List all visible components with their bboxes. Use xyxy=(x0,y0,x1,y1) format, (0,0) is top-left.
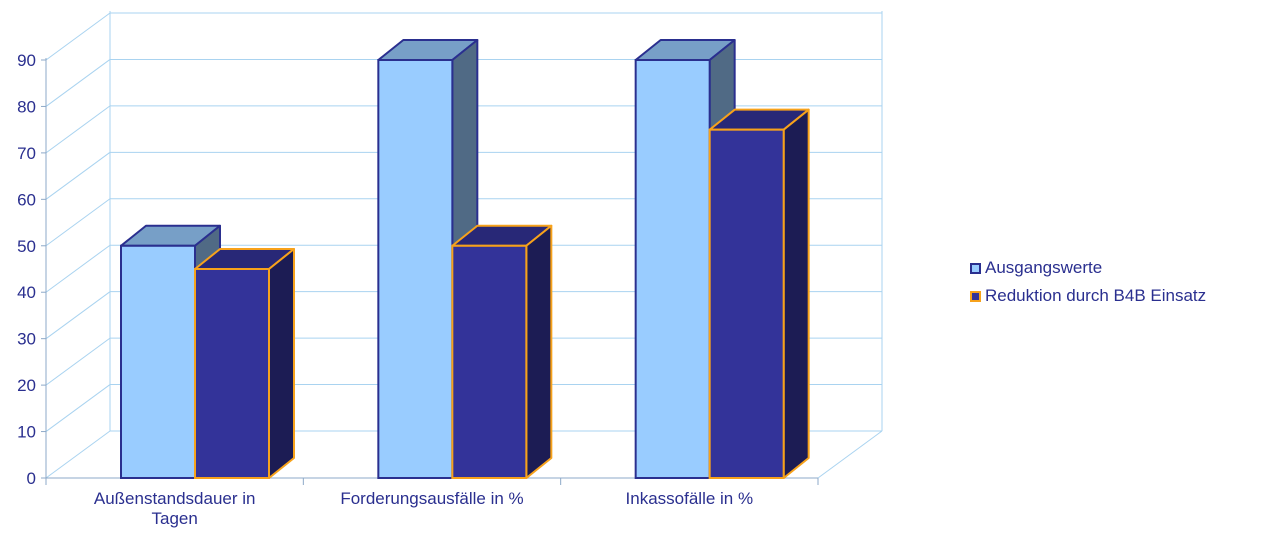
side-wall-gridline xyxy=(45,430,111,479)
y-tick-label: 20 xyxy=(17,376,36,395)
y-tick-label: 10 xyxy=(17,423,36,442)
side-wall-gridline xyxy=(45,105,111,154)
bar-reduktion xyxy=(708,108,810,480)
bar-side-face xyxy=(782,108,810,479)
legend-swatch-ausgangswerte xyxy=(970,262,981,274)
legend-label-reduktion: Reduktion durch B4B Einsatz xyxy=(985,286,1207,305)
bar-front-face xyxy=(120,244,196,479)
side-wall-gridline xyxy=(45,59,111,107)
axis-labels: 0 10 20 30 40 50 60 70 80 90 Außenstandsdauer in Ta… xyxy=(17,51,753,528)
side-wall-gridline xyxy=(45,12,111,61)
bar-front-face xyxy=(377,59,454,479)
side-wall-gridline xyxy=(45,198,111,247)
bar-front-face xyxy=(451,244,528,479)
y-tick-label: 60 xyxy=(17,190,36,209)
side-wall-gridline xyxy=(45,384,111,432)
bars xyxy=(120,39,810,480)
y-tick-label: 90 xyxy=(17,51,36,70)
y-tick-label: 70 xyxy=(17,144,36,163)
y-tick-label: 50 xyxy=(17,237,36,256)
x-category-label: Inkassofälle in % xyxy=(626,489,754,508)
side-wall-gridline xyxy=(45,151,111,200)
legend-swatch-reduktion xyxy=(970,290,981,302)
bar-front-face xyxy=(634,59,711,479)
legend: Ausgangswerte Reduktion durch B4B Einsat… xyxy=(970,254,1206,310)
legend-item-reduktion: Reduktion durch B4B Einsatz xyxy=(970,282,1206,310)
bar-reduktion xyxy=(194,248,295,479)
side-wall-gridline xyxy=(45,244,111,293)
bar-side-face xyxy=(268,248,295,479)
side-wall-gridline xyxy=(45,291,111,340)
x-category-label: Forderungsausfälle in % xyxy=(340,489,523,508)
legend-item-ausgangswerte: Ausgangswerte xyxy=(970,254,1206,282)
bar-front-face xyxy=(708,128,785,480)
bar-front-face xyxy=(194,268,270,479)
side-wall-gridline xyxy=(45,337,111,386)
x-category-label: Außenstandsdauer in Tagen xyxy=(94,489,256,528)
y-tick-label: 80 xyxy=(17,97,36,116)
y-tick-label: 30 xyxy=(17,330,36,349)
legend-label-ausgangswerte: Ausgangswerte xyxy=(985,258,1103,277)
bar-side-face xyxy=(525,224,553,479)
bar-reduktion xyxy=(451,224,553,479)
floor-right-edge xyxy=(817,430,883,479)
y-tick-label: 40 xyxy=(17,283,36,302)
y-tick-label: 0 xyxy=(27,469,36,488)
